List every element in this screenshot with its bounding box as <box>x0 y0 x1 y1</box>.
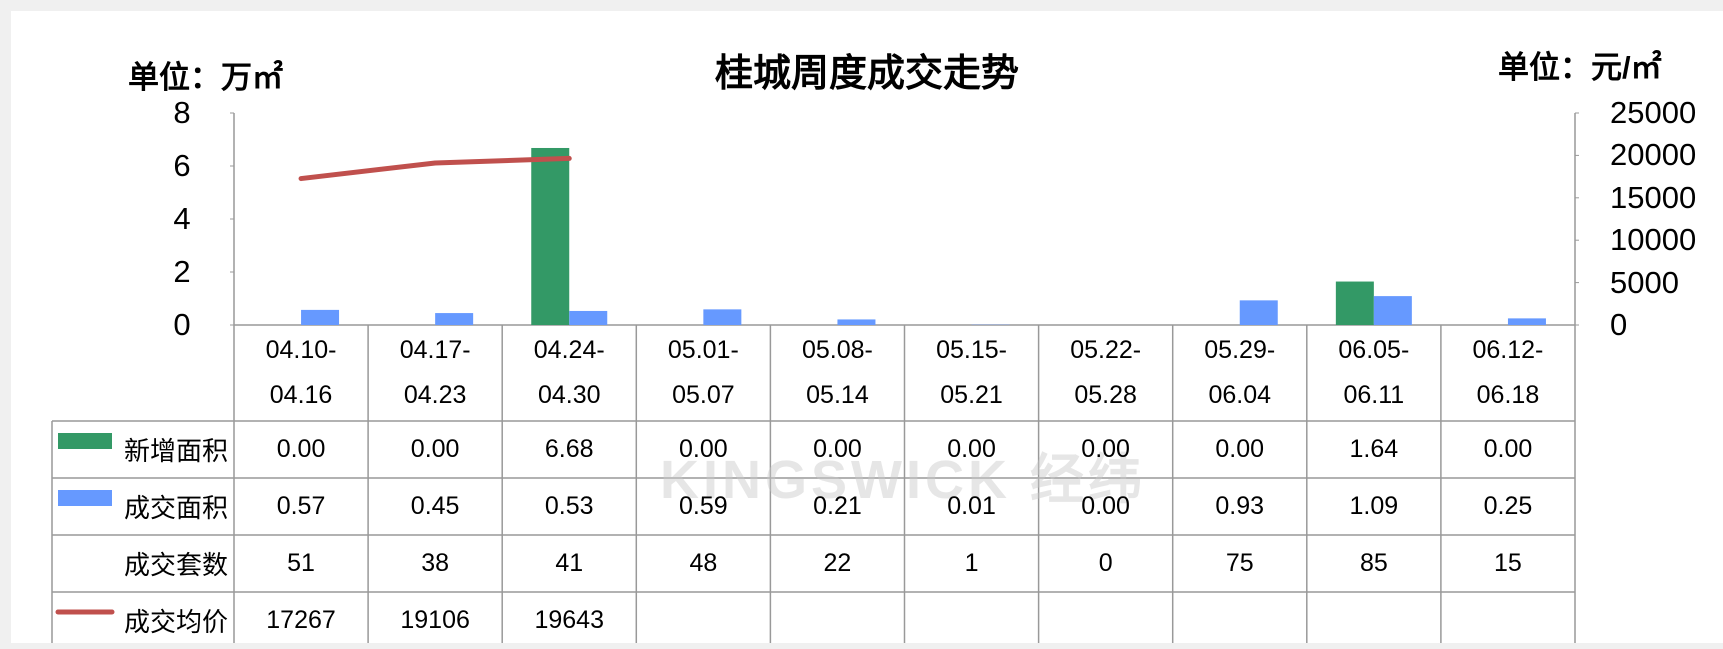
bar <box>1508 318 1546 325</box>
y-tick-label: 4 <box>150 199 214 239</box>
table-value: 0.00 <box>234 421 368 478</box>
table-value: 1 <box>905 535 1039 592</box>
bar <box>569 311 607 325</box>
table-value: 85 <box>1307 535 1441 592</box>
table-value: 0.93 <box>1173 478 1307 535</box>
bar <box>1336 282 1374 325</box>
table-value: 0.00 <box>770 421 904 478</box>
y2-tick-label: 25000 <box>1610 93 1696 133</box>
table-value: 0.00 <box>1173 421 1307 478</box>
line <box>301 158 569 178</box>
table-value: 15 <box>1441 535 1575 592</box>
x-tick-label: 05.08-05.14 <box>770 325 904 421</box>
x-tick-label: 05.29-06.04 <box>1173 325 1307 421</box>
legend-label: 成交套数 <box>112 535 228 592</box>
table-value: 48 <box>636 535 770 592</box>
bar <box>1240 300 1278 325</box>
x-tick-label: 04.17-04.23 <box>368 325 502 421</box>
table-value: 0.25 <box>1441 478 1575 535</box>
chart-title: 桂城周度成交走势 <box>632 42 1102 97</box>
table-value: 19106 <box>368 592 502 649</box>
table-value: 41 <box>502 535 636 592</box>
table-value: 0.59 <box>636 478 770 535</box>
y2-tick-label: 5000 <box>1610 263 1679 303</box>
table-value: 0 <box>1039 535 1173 592</box>
x-tick-label: 05.22-05.28 <box>1039 325 1173 421</box>
bar <box>703 309 741 325</box>
table-value: 38 <box>368 535 502 592</box>
table-value: 19643 <box>502 592 636 649</box>
y-axis-unit: 单位：万㎡ <box>128 52 283 97</box>
legend-swatch <box>58 490 112 506</box>
table-value: 0.00 <box>1039 421 1173 478</box>
x-tick-label: 06.12-06.18 <box>1441 325 1575 421</box>
y2-tick-label: 15000 <box>1610 178 1696 218</box>
table-value: 0.53 <box>502 478 636 535</box>
y2-axis-unit: 单位：元/㎡ <box>1498 42 1662 87</box>
legend-swatch <box>58 433 112 449</box>
table-value: 0.00 <box>1039 478 1173 535</box>
bar <box>435 313 473 325</box>
table-value: 22 <box>770 535 904 592</box>
x-tick-label: 05.01-05.07 <box>636 325 770 421</box>
x-tick-label: 06.05-06.11 <box>1307 325 1441 421</box>
y-tick-label: 8 <box>150 93 214 133</box>
table-value: 0.45 <box>368 478 502 535</box>
y-tick-label: 0 <box>150 305 214 345</box>
bar <box>1374 296 1412 325</box>
legend-label: 成交面积 <box>112 478 228 535</box>
bar <box>301 310 339 325</box>
table-value: 1.09 <box>1307 478 1441 535</box>
table-value: 0.00 <box>636 421 770 478</box>
y2-tick-label: 20000 <box>1610 135 1696 175</box>
x-tick-label: 04.10-04.16 <box>234 325 368 421</box>
table-value: 0.00 <box>905 421 1039 478</box>
table-value: 51 <box>234 535 368 592</box>
y-tick-label: 6 <box>150 146 214 186</box>
table-value: 0.57 <box>234 478 368 535</box>
table-value: 0.00 <box>1441 421 1575 478</box>
table-value: 0.21 <box>770 478 904 535</box>
table-value: 75 <box>1173 535 1307 592</box>
bar <box>531 148 569 325</box>
legend-label: 成交均价 <box>112 592 228 649</box>
table-value: 1.64 <box>1307 421 1441 478</box>
table-value: 17267 <box>234 592 368 649</box>
y-tick-label: 2 <box>150 252 214 292</box>
table-value: 0.01 <box>905 478 1039 535</box>
y2-tick-label: 0 <box>1610 305 1627 345</box>
legend-label: 新增面积 <box>112 421 228 478</box>
table-value: 0.00 <box>368 421 502 478</box>
x-tick-label: 04.24-04.30 <box>502 325 636 421</box>
x-tick-label: 05.15-05.21 <box>905 325 1039 421</box>
table-value: 6.68 <box>502 421 636 478</box>
y2-tick-label: 10000 <box>1610 220 1696 260</box>
